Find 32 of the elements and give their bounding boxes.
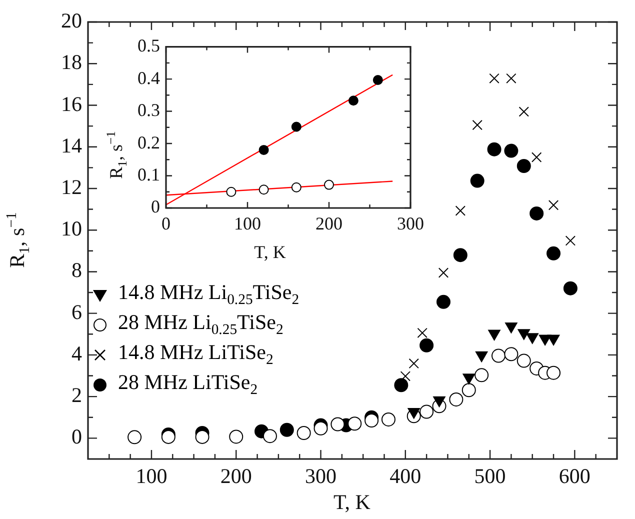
- x-tick-label: 500: [474, 464, 506, 488]
- y-tick-label: 10: [61, 216, 82, 241]
- y-tick-label: 0.1: [138, 164, 160, 184]
- legend-label: 14.8 MHz LiTiSe$_{2}$: [118, 340, 274, 370]
- y-tick-label: 0.2: [138, 132, 160, 152]
- y-tick-label: 0: [151, 196, 160, 217]
- y-tick-label: 0.5: [138, 36, 160, 56]
- y-tick-label: 6: [72, 300, 82, 324]
- x-tick-label: 100: [136, 464, 168, 488]
- x-tick-label: 600: [558, 464, 590, 488]
- y-tick-label: 8: [72, 258, 82, 282]
- y-tick-label: 12: [61, 174, 82, 199]
- y-tick-label: 0: [72, 424, 82, 449]
- y-tick-label: 4: [72, 341, 82, 366]
- x-tick-label: 400: [390, 464, 422, 488]
- legend-label: 28 MHz Li$_{0.25}$TiSe$_{2}$: [118, 310, 284, 340]
- legend-label: 28 MHz LiTiSe$_{2}$: [118, 370, 258, 400]
- y-tick-label: 16: [61, 92, 82, 116]
- x-tick-label: 200: [316, 214, 342, 234]
- x-axis-title: T, K: [334, 490, 370, 515]
- y-tick-label: 0.3: [138, 100, 160, 120]
- y-tick-label: 18: [61, 50, 82, 74]
- x-tick-label: 300: [397, 214, 424, 234]
- x-tick-label: 200: [220, 464, 252, 488]
- legend-label: 14.8 MHz Li$_{0.25}$TiSe$_{2}$: [118, 280, 300, 310]
- y-tick-label: 0.4: [138, 68, 160, 88]
- x-axis-title: T, K: [254, 242, 286, 263]
- y-tick-label: 2: [72, 383, 82, 408]
- x-tick-label: 100: [234, 214, 261, 234]
- y-tick-label: 20: [61, 8, 82, 33]
- y-tick-label: 14: [61, 133, 82, 158]
- x-tick-label: 300: [305, 464, 337, 488]
